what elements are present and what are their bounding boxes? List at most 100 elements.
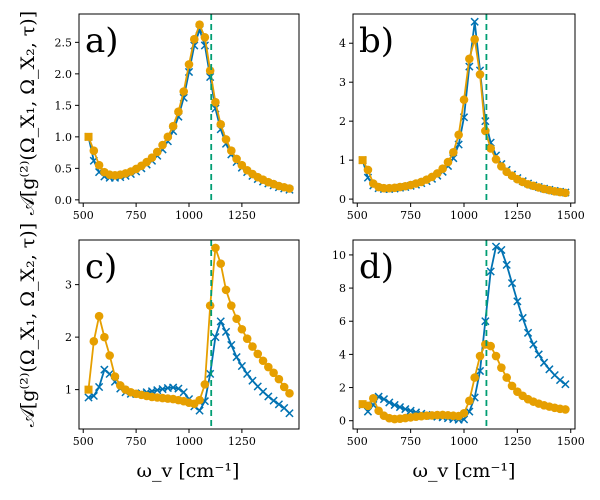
panel-label: d) <box>359 247 394 287</box>
x-tick-label: 1250 <box>228 435 256 448</box>
x-tick-label: 1000 <box>175 435 203 448</box>
panel-frame <box>78 13 300 204</box>
data-point-cross <box>216 317 225 326</box>
data-point-square <box>84 385 93 394</box>
data-point-cross <box>227 340 236 350</box>
data-point-square <box>84 132 93 141</box>
y-tick-label: 6 <box>339 315 346 328</box>
y-tick-label: 0 <box>339 415 346 428</box>
data-point-circle <box>152 147 162 157</box>
data-point-circle <box>94 160 104 170</box>
data-point-cross <box>518 313 527 323</box>
data-point-cross <box>100 365 109 374</box>
data-point-cross <box>269 396 278 405</box>
data-point-circle <box>459 95 469 105</box>
data-point-circle <box>269 368 278 378</box>
data-point-cross <box>491 242 501 251</box>
y-tick-label: 8 <box>339 282 346 295</box>
data-point-circle <box>486 341 495 351</box>
y-tick-label: 0.5 <box>55 162 73 175</box>
data-point-cross <box>237 361 247 371</box>
data-point-circle <box>449 148 458 157</box>
y-tick-label: 4 <box>339 37 346 50</box>
y-tick-label: 2 <box>339 115 346 128</box>
data-point-circle <box>253 349 263 359</box>
data-point-cross <box>502 260 511 269</box>
data-point-circle <box>470 35 479 44</box>
y-axis-label-top: 𝒜[g⁽²⁾(Ω_X₁, Ω_X₂, τ)] <box>17 11 39 215</box>
data-point-circle <box>110 372 120 381</box>
x-tick-label: 500 <box>73 435 94 448</box>
panel-frame <box>352 13 576 204</box>
data-point-circle <box>163 132 173 142</box>
data-point-circle <box>158 140 167 150</box>
y-tick-label: 4 <box>339 348 346 361</box>
data-point-cross <box>486 267 495 276</box>
data-point-circle <box>195 20 204 30</box>
panel-label: c) <box>85 247 117 287</box>
data-point-cross <box>179 388 188 397</box>
data-point-circle <box>174 107 183 116</box>
plot-area <box>358 17 570 198</box>
data-point-cross <box>539 358 549 367</box>
data-point-circle <box>248 342 257 351</box>
x-tick-label: 1250 <box>228 209 256 222</box>
x-tick-label: 500 <box>347 435 368 448</box>
data-point-cross <box>274 400 284 409</box>
data-point-circle <box>168 121 178 131</box>
data-point-circle <box>221 135 231 144</box>
plot-area <box>84 20 294 194</box>
data-point-cross <box>232 352 241 362</box>
data-point-cross <box>94 382 104 392</box>
x-tick-label: 500 <box>73 209 94 222</box>
data-point-circle <box>237 324 247 334</box>
y-tick-label: 2.0 <box>55 68 73 81</box>
data-point-cross <box>406 406 415 415</box>
data-point-cross <box>534 350 543 359</box>
data-point-cross <box>221 327 231 337</box>
y-tick-label: 0.0 <box>55 194 73 207</box>
data-point-circle <box>470 373 479 382</box>
data-point-circle <box>227 146 236 156</box>
data-point-cross <box>465 62 474 71</box>
data-point-circle <box>205 301 215 310</box>
y-tick-label: 2.5 <box>55 36 73 49</box>
data-point-circle <box>216 119 226 129</box>
y-tick-label: 0 <box>339 193 346 206</box>
plot-area <box>84 243 294 418</box>
x-tick-label: 1500 <box>557 435 585 448</box>
data-point-circle <box>89 146 99 156</box>
x-tick-label: 750 <box>126 435 147 448</box>
series-line-circles <box>362 343 566 421</box>
x-tick-label: 1000 <box>450 435 478 448</box>
plot-area <box>358 242 570 424</box>
y-tick-label: 3 <box>65 279 72 292</box>
data-point-cross <box>84 393 93 402</box>
data-point-circle <box>94 311 104 321</box>
data-point-cross <box>206 369 215 379</box>
data-point-circle <box>264 362 273 372</box>
data-point-circle <box>475 351 485 361</box>
data-point-cross <box>401 404 410 414</box>
data-point-circle <box>179 87 189 96</box>
data-point-circle <box>147 153 157 162</box>
x-tick-label: 1250 <box>503 209 531 222</box>
data-point-cross <box>264 392 273 401</box>
data-point-circle <box>216 259 226 268</box>
data-point-circle <box>189 34 199 44</box>
data-point-circle <box>105 351 114 360</box>
data-point-circle <box>211 97 220 107</box>
x-tick-label: 750 <box>400 209 421 222</box>
data-point-cross <box>174 384 183 393</box>
x-tick-label: 1500 <box>557 209 585 222</box>
data-point-circle <box>205 66 215 75</box>
data-point-cross <box>379 395 389 404</box>
x-tick-label: 1000 <box>450 209 478 222</box>
data-point-cross <box>523 328 533 337</box>
x-tick-label: 500 <box>347 209 368 222</box>
data-point-cross <box>285 409 294 418</box>
data-point-cross <box>529 340 538 349</box>
data-point-circle <box>438 164 447 174</box>
